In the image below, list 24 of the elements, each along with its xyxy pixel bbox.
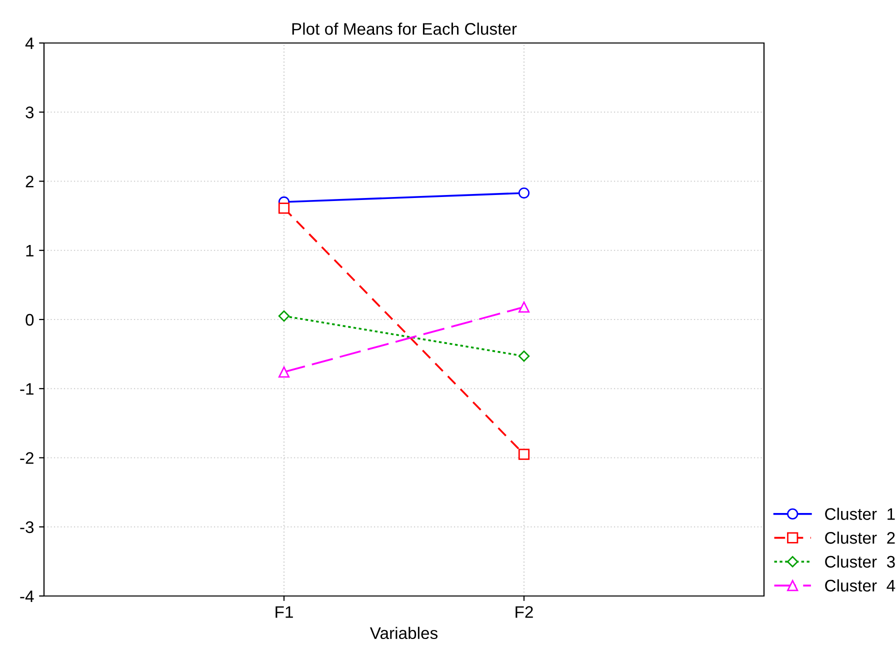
y-tick-label: -1	[20, 383, 34, 395]
point	[518, 302, 530, 313]
y-tick-label: 1	[26, 244, 34, 256]
point	[518, 448, 530, 460]
point	[518, 187, 530, 199]
point	[278, 366, 290, 378]
y-tick-label: 2	[26, 176, 34, 188]
x-tick-label: F1	[276, 606, 293, 618]
point	[518, 350, 530, 362]
legend-label: Cluster 4	[825, 579, 896, 592]
x-tick-label: F2	[516, 606, 533, 618]
x-axis-title: Variables	[370, 626, 438, 640]
chart-title: Plot of Means for Each Cluster	[292, 22, 517, 35]
legend-label: Cluster 2	[825, 532, 895, 544]
y-tick-label: -2	[20, 452, 34, 464]
point	[278, 310, 290, 322]
y-tick-label: -4	[20, 590, 34, 602]
legend-label: Cluster 1	[825, 508, 895, 520]
legend-label: Cluster 3	[825, 555, 895, 568]
y-tick-label: -3	[20, 521, 34, 534]
y-tick-label: 4	[25, 38, 34, 50]
point	[278, 202, 290, 214]
y-tick-label: 3	[26, 106, 34, 118]
y-tick-label: 0	[26, 314, 34, 326]
